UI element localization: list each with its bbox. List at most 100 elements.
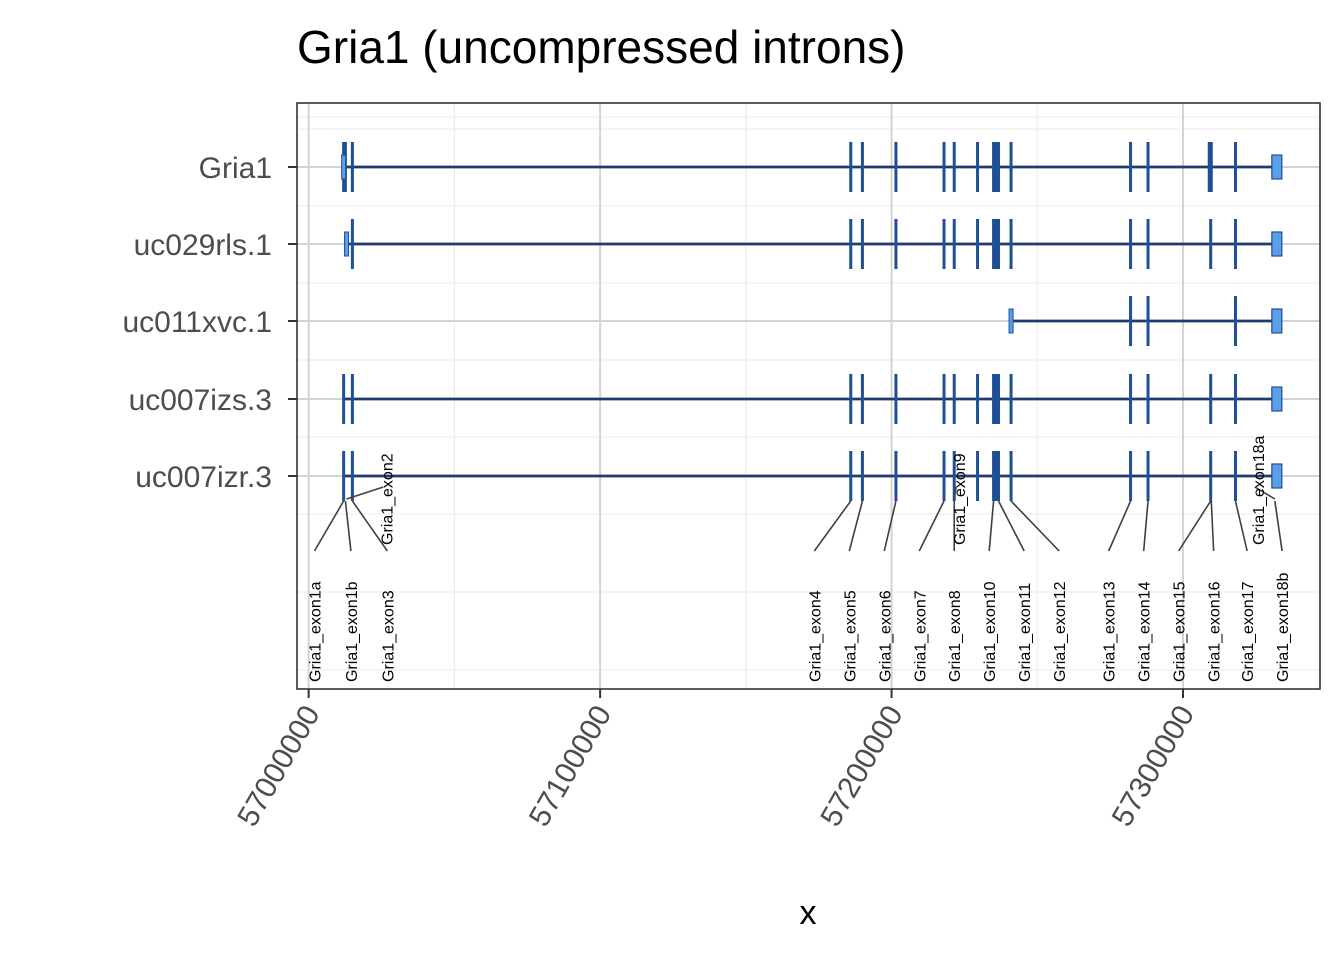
exon-mark: [992, 142, 996, 192]
exon-mark: [849, 374, 853, 424]
exon-labels: Gria1_exon1a Gria1_exon1b Gria1_exon2 Gria1…: [307, 435, 1292, 682]
utr-mark: [1271, 463, 1283, 489]
exon-label-text: Gria1_exon6: [877, 590, 894, 682]
exon-label: Gria1_exon1b: [344, 500, 361, 682]
exon-mark: [342, 374, 346, 424]
exon-label: Gria1_exon11: [997, 500, 1034, 682]
exon-label-text: Gria1_exon13: [1102, 581, 1119, 682]
plot-panel: [296, 102, 1321, 690]
exon-mark: [992, 451, 996, 501]
exon-mark: [894, 142, 898, 192]
exon-label-text: Gria1_exon1a: [307, 581, 324, 682]
exon-label: Gria1_exon8: [947, 501, 964, 682]
exon-label-leader: [848, 500, 864, 552]
exon-mark: [350, 219, 354, 269]
exon-mark: [1233, 219, 1237, 269]
utr-mark: [341, 154, 347, 180]
utr-mark: [1271, 231, 1283, 257]
exon-mark: [894, 219, 898, 269]
exon-label-text: Gria1_exon5: [842, 590, 859, 682]
exon-label-leader: [351, 500, 389, 552]
exon-label-leader: [1210, 500, 1215, 552]
exon-label-text: Gria1_exon18b: [1275, 572, 1292, 682]
exon-label: Gria1_exon12: [1010, 500, 1069, 682]
y-tick-label: Gria1: [199, 152, 272, 185]
exon-label-text: Gria1_exon12: [1052, 581, 1069, 682]
exon-label-text: Gria1_exon14: [1137, 581, 1154, 682]
exon-mark: [976, 451, 980, 501]
exon-mark: [994, 219, 998, 269]
utr-mark: [1271, 154, 1283, 180]
x-axis: 57000000 57100000 57200000 57300000: [231, 689, 1201, 832]
exon-label-text: Gria1_exon2: [379, 453, 396, 545]
exon-label-leader: [1234, 500, 1248, 552]
exon-mark: [1233, 142, 1237, 192]
exon-label-leader: [988, 500, 995, 552]
y-axis: Gria1 uc029rls.1 uc011xvc.1 uc007izs.3 uc007…: [122, 152, 297, 494]
exon-mark: [350, 374, 354, 424]
x-axis-title: x: [800, 894, 817, 932]
exon-mark: [350, 142, 354, 192]
transcript-track: [342, 374, 1283, 424]
utr-mark: [1271, 308, 1283, 334]
exon-mark: [1146, 451, 1150, 501]
y-tick-label: uc007izr.3: [135, 461, 272, 494]
transcript-track: [342, 451, 1283, 501]
exon-label-text: Gria1_exon4: [807, 590, 824, 682]
exon-label-leader: [813, 500, 852, 552]
exon-label-leader: [1107, 500, 1132, 552]
exon-mark: [942, 219, 946, 269]
exon-label: Gria1_exon15: [1172, 500, 1212, 682]
exon-mark: [1129, 296, 1133, 346]
exon-mark: [992, 374, 996, 424]
utr-mark: [1008, 308, 1014, 334]
exon-mark: [997, 374, 1001, 424]
exon-mark: [952, 451, 956, 501]
exon-label-leader: [1274, 500, 1283, 552]
exon-mark: [952, 219, 956, 269]
exon-mark: [952, 374, 956, 424]
exon-mark: [1129, 219, 1133, 269]
transcript-tracks: [341, 142, 1283, 501]
exon-mark: [1129, 451, 1133, 501]
exon-mark: [849, 219, 853, 269]
exon-label: Gria1_exon3: [351, 500, 397, 682]
exon-mark: [1009, 374, 1013, 424]
exon-mark: [994, 142, 998, 192]
exon-mark: [992, 219, 996, 269]
exon-label-leader: [313, 500, 345, 552]
exon-label: Gria1_exon13: [1102, 500, 1132, 682]
exon-mark: [1209, 219, 1213, 269]
exon-label-text: Gria1_exon17: [1240, 581, 1257, 682]
exon-mark: [350, 451, 354, 501]
exon-mark: [997, 142, 1001, 192]
exon-label-leader: [1010, 500, 1060, 552]
exon-mark: [1233, 374, 1237, 424]
exon-label-leader: [1177, 500, 1212, 552]
y-tick-label: uc011xvc.1: [122, 306, 272, 339]
exon-label-leader: [1254, 486, 1276, 500]
exon-label: Gria1_exon16: [1207, 500, 1224, 682]
exon-label: Gria1_exon6: [877, 500, 897, 682]
exon-mark: [942, 451, 946, 501]
exon-mark: [997, 451, 1001, 501]
exon-label-leader: [953, 486, 957, 500]
exon-label-leader: [1142, 500, 1149, 552]
exon-label: Gria1_exon4: [807, 500, 852, 682]
exon-label-text: Gria1_exon15: [1172, 581, 1189, 682]
exon-mark: [849, 142, 853, 192]
exon-label: Gria1_exon9: [952, 453, 969, 545]
exon-mark: [860, 374, 864, 424]
exon-label: Gria1_exon18b: [1274, 500, 1292, 682]
exon-mark: [942, 374, 946, 424]
exon-mark: [1233, 451, 1237, 501]
exon-mark: [894, 374, 898, 424]
x-tick-label: 57200000: [814, 700, 909, 832]
exon-mark: [1009, 451, 1013, 501]
transcript-track: [344, 219, 1283, 269]
y-tick-label: uc029rls.1: [134, 229, 272, 262]
x-tick-label: 57300000: [1106, 700, 1201, 832]
exon-label-leader: [883, 500, 897, 552]
x-tick-label: 57000000: [231, 700, 326, 832]
exon-label-leader: [346, 486, 384, 500]
